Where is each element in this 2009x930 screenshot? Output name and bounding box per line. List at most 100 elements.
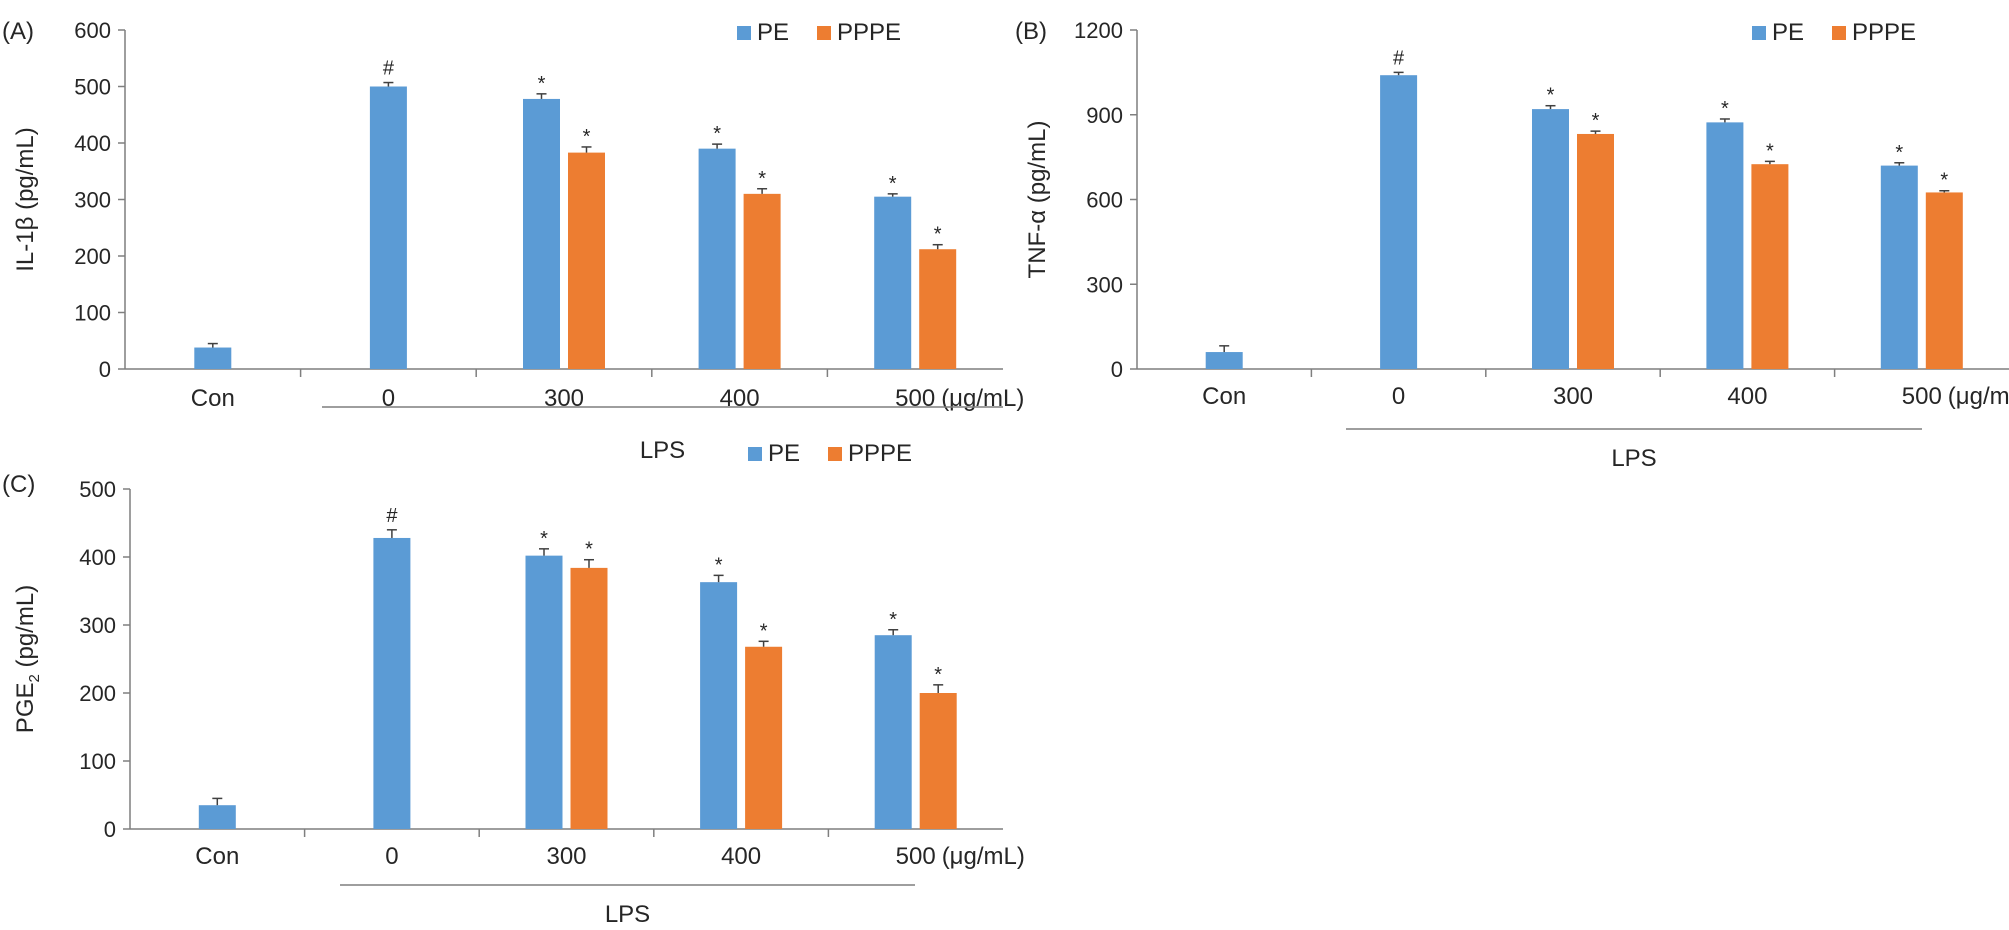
y-tick-label: 0 [1111, 357, 1123, 382]
x-tick-label: 400 [721, 843, 761, 870]
significance-hash: # [1393, 47, 1405, 69]
bar-pe [1880, 165, 1918, 369]
significance-star: * [713, 123, 721, 145]
bar-pe [525, 555, 563, 829]
bar-pe [698, 148, 736, 369]
y-tick-label: 0 [99, 357, 111, 382]
significance-star: * [889, 609, 897, 631]
bar-pppe [1925, 192, 1963, 369]
y-tick-label: 300 [1086, 272, 1123, 297]
bar-pe [1532, 109, 1569, 369]
y-tick-label: 500 [74, 75, 111, 100]
y-tick-label: 600 [1086, 188, 1123, 213]
y-axis-label: TNF-α (pg/mL) [1024, 121, 1051, 279]
legend: PE PPPE [737, 19, 901, 46]
x-tick-label: 0 [1392, 383, 1405, 410]
x-unit-label: (μg/mL) [1948, 383, 2009, 410]
y-axis-label-unit: (pg/mL) [12, 585, 39, 674]
significance-star: * [1721, 98, 1729, 120]
y-axis-label-text: TNF-α (pg/mL) [1024, 121, 1051, 279]
y-axis-label: PGE2 (pg/mL) [12, 585, 43, 733]
chart-panel-0: (A) 0 100 200 300 400 500 600 IL-1β (pg/mL) Con 0 3… [2, 18, 1024, 464]
x-tick-label: 0 [385, 843, 398, 870]
bar-pe [369, 86, 407, 369]
significance-star: * [1547, 85, 1555, 107]
bar-pe [373, 537, 411, 829]
bar-pe [1380, 75, 1418, 369]
panel-label: (B) [1015, 18, 1047, 45]
x-tick-label: 300 [1553, 383, 1593, 410]
y-tick-label: 600 [74, 18, 111, 43]
y-tick-label: 200 [74, 244, 111, 269]
significance-star: * [540, 528, 548, 550]
bar-pppe [919, 249, 957, 369]
y-axis-label-text: PGE [12, 683, 39, 734]
bar-pppe [743, 193, 781, 369]
significance-hash: # [386, 505, 398, 527]
legend-label-pppe: PPPE [1852, 19, 1916, 46]
y-tick-label: 300 [79, 613, 116, 638]
significance-star: * [538, 73, 546, 95]
x-tick-label: 500 [1902, 383, 1942, 410]
y-axis-label: IL-1β (pg/mL) [12, 127, 39, 272]
chart-panel-2: (C) 0 100 200 300 400 500 PGE2 (pg/mL) Con 0 300 40… [2, 440, 1025, 928]
x-tick-label: 500 [895, 385, 935, 412]
legend-swatch-pe [1752, 26, 1766, 40]
y-tick-label: 400 [74, 131, 111, 156]
bar-pe [874, 196, 912, 369]
y-tick-label: 400 [79, 545, 116, 570]
x-unit-label: (μg/mL) [942, 843, 1025, 870]
x-tick-label: 400 [1727, 383, 1767, 410]
y-tick-label: 300 [74, 188, 111, 213]
legend-label-pe: PE [768, 440, 800, 467]
legend-swatch-pe [748, 447, 762, 461]
significance-star: * [585, 539, 593, 561]
lps-group-label: LPS [640, 437, 685, 464]
legend-label-pe: PE [1772, 19, 1804, 46]
significance-star: * [715, 554, 723, 576]
chart-panel-1: (B) 0 300 600 900 1200 TNF-α (pg/mL) Con 0 300 400… [1015, 18, 2009, 472]
legend-swatch-pe [737, 26, 751, 40]
legend-swatch-pppe [817, 26, 831, 40]
x-tick-label: Con [1202, 383, 1246, 410]
bar-pe [198, 805, 236, 829]
panel-label: (C) [2, 471, 35, 498]
significance-star: * [1895, 142, 1903, 164]
bar-pppe [568, 152, 605, 369]
y-tick-label: 1200 [1074, 18, 1123, 43]
legend-label-pppe: PPPE [848, 440, 912, 467]
bar-pe [700, 582, 738, 829]
significance-star: * [934, 664, 942, 686]
x-unit-label: (μg/mL) [941, 385, 1024, 412]
x-tick-label: 0 [382, 385, 395, 412]
y-axis-label-subscript: 2 [26, 674, 43, 682]
bar-pppe [570, 567, 608, 829]
significance-star: * [1766, 140, 1774, 162]
x-tick-label: 400 [720, 385, 760, 412]
significance-star: * [934, 224, 942, 246]
significance-hash: # [383, 58, 395, 80]
bar-pe [194, 347, 232, 369]
significance-star: * [758, 168, 766, 190]
x-tick-label: 300 [546, 843, 586, 870]
legend: PE PPPE [1752, 19, 1916, 46]
y-tick-label: 900 [1086, 103, 1123, 128]
y-axis-label-text: IL-1β (pg/mL) [12, 127, 39, 272]
lps-group-label: LPS [1611, 445, 1656, 472]
legend: PE PPPE [748, 440, 912, 467]
significance-star: * [1940, 170, 1948, 192]
y-tick-label: 100 [79, 749, 116, 774]
y-tick-label: 100 [74, 301, 111, 326]
bar-pppe [1577, 133, 1614, 369]
y-tick-label: 500 [79, 477, 116, 502]
legend-label-pe: PE [757, 19, 789, 46]
lps-group-label: LPS [605, 901, 650, 928]
bar-pe [1706, 122, 1744, 369]
bar-pe [1205, 352, 1243, 369]
significance-star: * [760, 620, 768, 642]
legend-swatch-pppe [1832, 26, 1846, 40]
x-tick-label: Con [191, 385, 235, 412]
panel-label: (A) [2, 18, 34, 45]
bar-pe [523, 98, 560, 370]
